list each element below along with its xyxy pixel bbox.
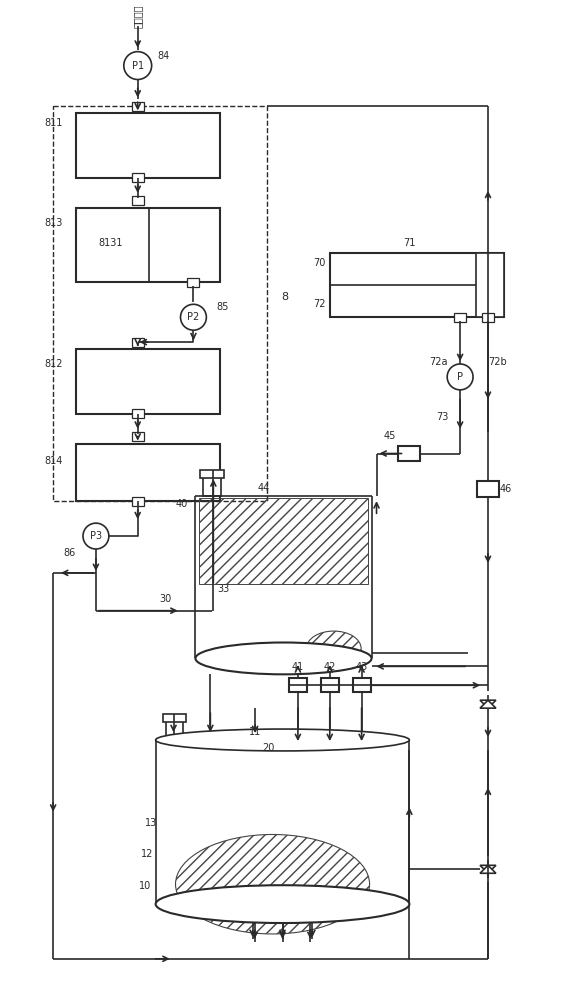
Text: P: P (457, 372, 463, 382)
Circle shape (447, 364, 473, 390)
Bar (201, 470, 224, 478)
Text: 70: 70 (314, 258, 326, 268)
Polygon shape (480, 865, 496, 873)
Text: 12: 12 (141, 849, 154, 859)
Text: 45: 45 (383, 431, 396, 441)
Text: 30: 30 (159, 594, 172, 604)
Bar (132, 338, 144, 347)
Text: 41: 41 (292, 662, 304, 672)
Bar (166, 720, 184, 742)
Bar (132, 196, 144, 205)
Text: 46: 46 (500, 484, 512, 494)
Bar (454, 313, 466, 322)
Text: 40: 40 (175, 499, 188, 509)
Text: 86: 86 (63, 548, 75, 558)
Text: 43: 43 (355, 662, 368, 672)
Ellipse shape (195, 643, 372, 674)
Circle shape (124, 52, 151, 79)
Bar (132, 409, 144, 418)
Bar (132, 173, 144, 182)
Bar (132, 102, 144, 111)
Text: 8: 8 (281, 292, 289, 302)
Text: 84: 84 (158, 51, 170, 61)
Bar (289, 678, 307, 692)
Text: P2: P2 (188, 312, 199, 322)
Bar (353, 678, 371, 692)
Text: 42: 42 (324, 662, 336, 672)
Bar (188, 278, 199, 287)
Bar (163, 714, 186, 722)
Ellipse shape (155, 885, 410, 923)
Text: 8131: 8131 (99, 238, 123, 248)
Bar (53, 106, 267, 501)
Bar (199, 498, 368, 584)
Text: 71: 71 (403, 238, 416, 248)
Bar (482, 313, 494, 322)
Text: 811: 811 (45, 118, 63, 128)
Polygon shape (480, 700, 496, 708)
Bar (132, 497, 144, 506)
Ellipse shape (155, 729, 410, 751)
Bar (76, 444, 220, 501)
Polygon shape (480, 700, 496, 708)
Text: 73: 73 (436, 412, 449, 422)
Text: 814: 814 (45, 456, 63, 466)
Text: P1: P1 (132, 61, 144, 71)
Text: 44: 44 (258, 483, 270, 493)
Text: 85: 85 (216, 302, 228, 312)
Text: 11: 11 (249, 727, 261, 737)
Circle shape (83, 523, 109, 549)
Bar (476, 253, 504, 317)
Bar (398, 446, 420, 461)
Bar (477, 481, 499, 497)
Bar (76, 349, 220, 414)
Bar (330, 253, 504, 317)
Bar (76, 208, 220, 282)
Bar (203, 476, 221, 496)
Bar (76, 113, 220, 178)
Text: 813: 813 (45, 218, 63, 228)
Text: 72a: 72a (429, 357, 447, 367)
Circle shape (180, 304, 206, 330)
Text: 10: 10 (140, 881, 151, 891)
Text: 自来水源: 自来水源 (133, 4, 143, 28)
Text: P3: P3 (90, 531, 102, 541)
Text: 33: 33 (217, 584, 229, 594)
Text: 72: 72 (313, 299, 326, 309)
Polygon shape (480, 865, 496, 873)
Text: 20: 20 (262, 743, 274, 753)
Bar (321, 678, 339, 692)
Text: 812: 812 (45, 359, 63, 369)
Text: 13: 13 (145, 818, 158, 828)
Text: 72b: 72b (489, 357, 507, 367)
Bar (132, 432, 144, 441)
